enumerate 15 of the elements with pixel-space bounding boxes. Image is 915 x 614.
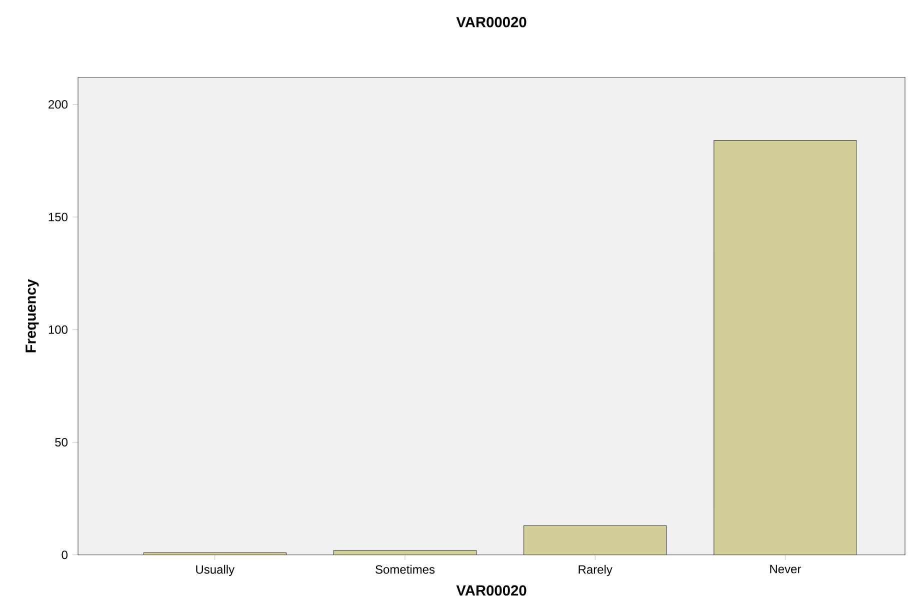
chart-title: VAR00020: [456, 17, 526, 28]
y-tick-label: 100: [48, 326, 68, 334]
x-tick-label: Sometimes: [376, 565, 435, 574]
y-tick-label: 150: [48, 212, 68, 222]
x-tick-label: Usually: [196, 565, 235, 576]
x-axis-title: VAR00020: [456, 585, 526, 596]
x-tick-label: Never: [770, 565, 802, 574]
bar: [333, 550, 477, 556]
y-tick-label: 50: [55, 438, 68, 447]
y-tick-label: 200: [48, 100, 68, 109]
x-tick-label: Rarely: [578, 565, 612, 576]
bar: [714, 140, 857, 556]
y-tick-label: 0: [62, 550, 68, 560]
y-axis-title: Frequency: [26, 279, 39, 352]
bar: [524, 526, 667, 556]
